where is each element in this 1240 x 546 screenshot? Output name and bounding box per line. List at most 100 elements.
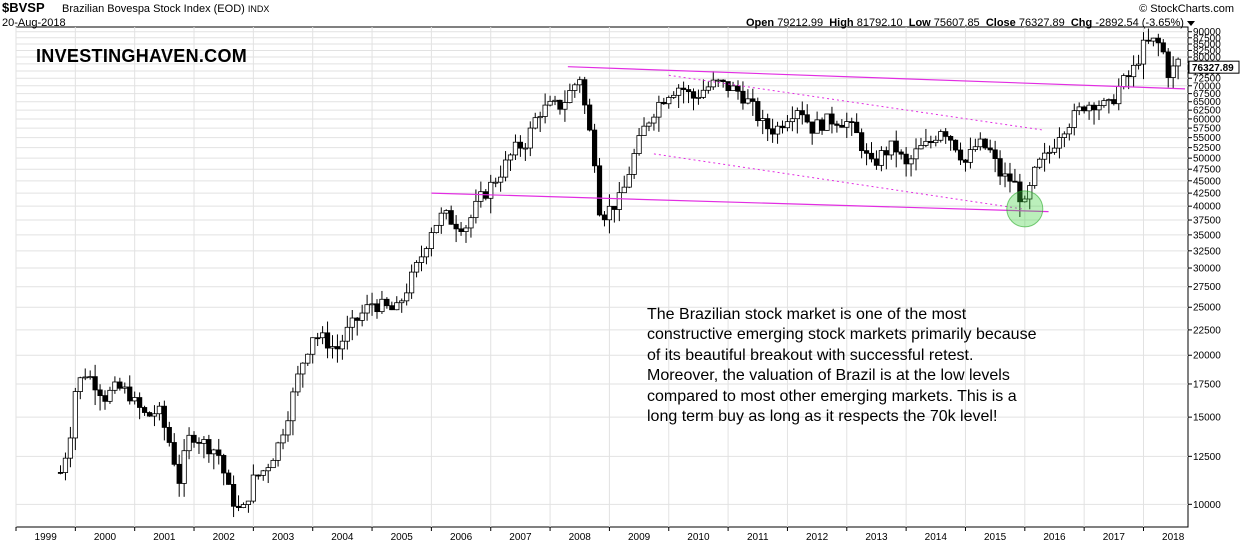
candle-body xyxy=(112,381,118,391)
y-tick-label: 60000 xyxy=(1193,114,1221,125)
trend-line-dotted xyxy=(668,74,1043,131)
candle-body xyxy=(191,434,197,443)
candle-body xyxy=(527,127,533,149)
candle-body xyxy=(522,147,528,150)
candle-body xyxy=(404,292,410,302)
candle-body xyxy=(67,437,73,459)
candle-body xyxy=(854,121,860,134)
candle-body xyxy=(374,303,380,313)
retest-circle xyxy=(1006,190,1044,228)
x-tick-label: 2012 xyxy=(806,532,829,543)
candle-body xyxy=(992,149,998,160)
y-tick-label: 42500 xyxy=(1193,189,1221,200)
y-tick-label: 17500 xyxy=(1193,379,1221,390)
candle-body xyxy=(127,386,133,402)
candle-body xyxy=(779,125,786,129)
x-tick-label: 2013 xyxy=(865,532,888,543)
candle-body xyxy=(1131,64,1137,78)
candle-body xyxy=(962,159,969,163)
x-tick-label: 2000 xyxy=(94,532,117,543)
candle-body xyxy=(784,121,791,129)
candle-body xyxy=(834,123,840,126)
candle-body xyxy=(97,389,103,397)
candle-body xyxy=(596,165,603,216)
candle-body xyxy=(329,346,336,349)
candle-body xyxy=(636,135,642,154)
candle-body xyxy=(196,441,202,444)
y-tick-label: 32500 xyxy=(1193,246,1221,257)
candle-body xyxy=(666,97,672,105)
candle-body xyxy=(611,205,617,210)
candle-body xyxy=(92,376,98,391)
candle-body xyxy=(216,449,222,456)
candle-body xyxy=(562,102,568,110)
candle-body xyxy=(868,152,875,160)
candle-body xyxy=(146,412,153,417)
candle-body xyxy=(715,79,721,82)
close-value: 76327.89 xyxy=(1018,17,1065,29)
candle-body xyxy=(908,158,914,165)
candle-body xyxy=(255,474,261,477)
candle-body xyxy=(765,118,771,130)
candle-body xyxy=(606,205,613,221)
y-tick-label: 37500 xyxy=(1193,216,1221,227)
candle-body xyxy=(943,131,949,137)
candle-body xyxy=(730,85,736,92)
candle-body xyxy=(1046,151,1053,154)
candle-body xyxy=(384,298,390,307)
candle-body xyxy=(1096,105,1102,111)
candle-body xyxy=(735,85,741,92)
candle-body xyxy=(814,119,820,134)
candle-body xyxy=(102,395,108,402)
candle-body xyxy=(409,271,415,294)
candle-body xyxy=(646,122,652,127)
candle-body xyxy=(206,439,212,455)
down-arrow-icon xyxy=(1186,20,1195,26)
candle-body xyxy=(740,90,746,104)
candle-body xyxy=(676,87,682,96)
candle-body xyxy=(260,470,266,476)
last-value-label: 76327.89 xyxy=(1192,63,1234,74)
candle-body xyxy=(141,407,148,413)
x-tick-label: 1999 xyxy=(35,532,58,543)
candle-body xyxy=(186,434,192,452)
x-tick-label: 2014 xyxy=(925,532,948,543)
x-tick-label: 2018 xyxy=(1162,532,1185,543)
x-tick-label: 2003 xyxy=(272,532,295,543)
candle-body xyxy=(201,439,207,444)
exchange-code: INDX xyxy=(247,4,270,14)
index-title: Brazilian Bovespa Stock Index (EOD) xyxy=(62,3,245,15)
candle-body xyxy=(913,148,919,160)
candle-body xyxy=(745,98,751,104)
y-axis: 10000 12500 15000 17500 20000 22500 25000 27500… xyxy=(1188,27,1240,511)
candle-body xyxy=(132,397,138,402)
candle-body xyxy=(280,434,286,444)
candle-body xyxy=(1170,65,1176,78)
candle-body xyxy=(577,79,583,86)
candle-body xyxy=(720,79,726,82)
candle-body xyxy=(572,84,578,91)
candle-body xyxy=(849,121,855,123)
candle-body xyxy=(1150,37,1156,42)
candle-body xyxy=(760,118,766,122)
candle-body xyxy=(819,119,825,131)
y-tick-label: 27500 xyxy=(1193,282,1221,293)
candle-body xyxy=(537,116,543,119)
candle-body xyxy=(171,442,177,465)
ticker-symbol: $BVSP xyxy=(2,0,45,15)
y-tick-label: 35000 xyxy=(1193,230,1221,241)
x-tick-label: 2008 xyxy=(569,532,592,543)
low-value: 75607.85 xyxy=(933,17,980,29)
candle-body xyxy=(211,449,217,455)
y-tick-label: 87500 xyxy=(1193,33,1221,44)
candle-body xyxy=(552,99,558,102)
ohlc-readout: Open 79212.99 High 81792.10 Low 75607.85… xyxy=(746,17,1195,30)
candle-body xyxy=(443,210,449,214)
candle-body xyxy=(423,248,430,258)
candle-body xyxy=(512,141,519,156)
candle-body xyxy=(137,397,143,408)
candle-body xyxy=(557,99,563,110)
candle-body xyxy=(591,129,598,167)
y-tick-label: 15000 xyxy=(1193,413,1221,424)
candle-body xyxy=(463,227,469,232)
